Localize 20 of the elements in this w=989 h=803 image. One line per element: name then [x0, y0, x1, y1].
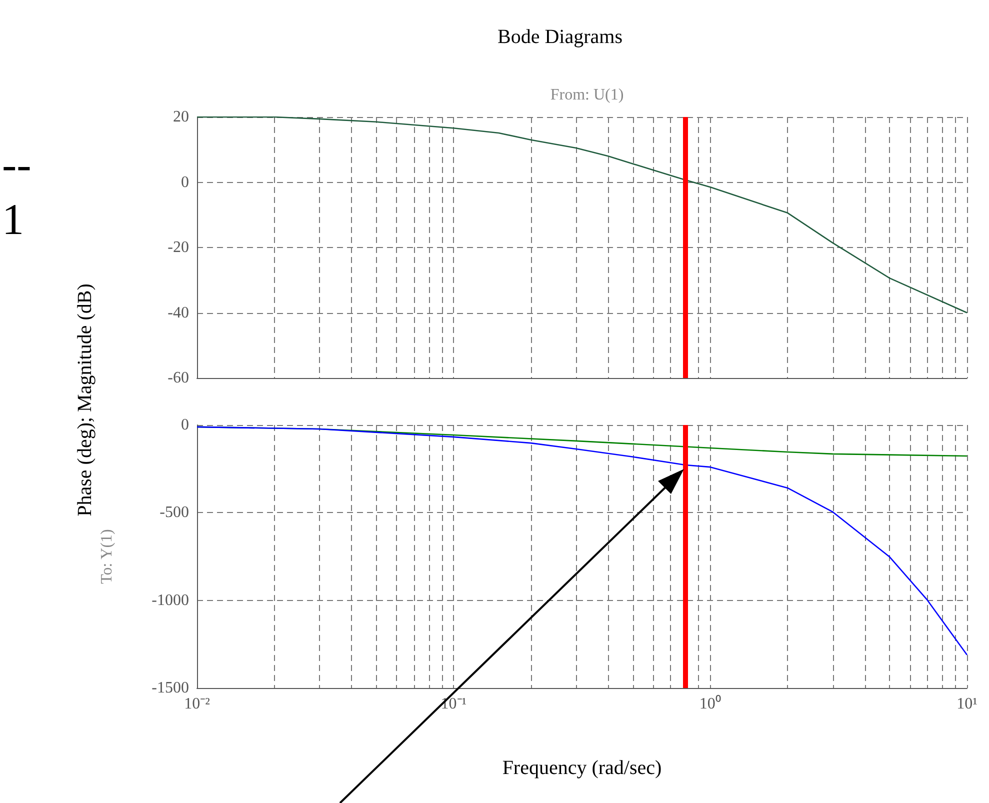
x-tick-label: 10⁰ [699, 694, 722, 712]
x-tick-label: 10¹ [956, 696, 978, 712]
chart-title: Bode Diagrams [498, 26, 623, 48]
y-tick-label: -60 [168, 370, 189, 386]
y-tick-label: 0 [181, 416, 189, 434]
x-axis-title: Frequency (rad/sec) [502, 757, 662, 779]
x-tick-label: 10⁻¹ [440, 696, 467, 712]
y-tick-label: -40 [168, 304, 189, 322]
y-axis-title: Phase (deg); Magnitude (dB) [74, 284, 97, 516]
chart-subtitle: From: U(1) [550, 86, 624, 104]
x-tick-label: 10⁻² [184, 696, 210, 712]
text: -- [2, 140, 32, 190]
text: 1 [2, 195, 24, 245]
y-tick-label: -500 [160, 504, 189, 522]
y-tick-label: 20 [173, 108, 189, 126]
y-axis-title: To: Y(1) [98, 529, 116, 584]
y-tick-label: -20 [168, 239, 189, 256]
y-tick-label: 0 [181, 174, 189, 191]
y-tick-label: -1000 [152, 592, 189, 609]
y-tick-label: -1500 [152, 680, 189, 696]
